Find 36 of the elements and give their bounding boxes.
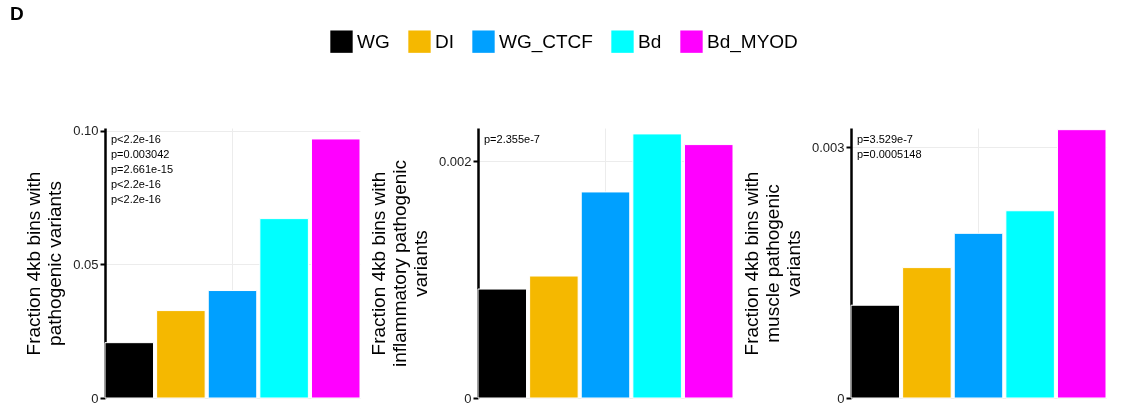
chart-title: D: [10, 3, 24, 24]
annotation: p=2.661e-15: [111, 163, 174, 175]
y-tick-label: 0: [464, 390, 472, 406]
bar: [902, 267, 952, 399]
annotation: p<2.2e-16: [111, 193, 161, 205]
legend-label: Bd_MYOD: [707, 30, 798, 53]
bar: [580, 191, 631, 399]
y-tick-label: 0.05: [73, 256, 99, 272]
legend-label: WG: [357, 30, 390, 52]
bar: [953, 232, 1004, 399]
y-tick-label: 0: [91, 390, 99, 406]
bar: [207, 290, 258, 399]
bar: [156, 310, 206, 399]
bar: [310, 138, 361, 399]
legend-label: DI: [435, 30, 454, 52]
y-tick-label: 0.10: [73, 123, 99, 139]
bar: [259, 218, 309, 399]
legend-label: Bd: [638, 30, 662, 52]
y-tick-label: 0.003: [811, 139, 845, 155]
annotation: p<2.2e-16: [111, 178, 161, 190]
bar: [1056, 129, 1107, 399]
annotation: p=3.529e-7: [857, 133, 913, 145]
y-axis-title: Fraction 4kb bins with inflammatory pathogenic variants: [367, 160, 431, 367]
bar: [1005, 210, 1055, 399]
bar: [632, 133, 682, 399]
annotation: p=2.355e-7: [484, 133, 540, 145]
bar: [683, 144, 734, 399]
y-axis-title: Fraction 4kb bins with pathogenic variants: [23, 171, 66, 356]
bar: [529, 275, 579, 399]
annotation: p=0.0005148: [857, 148, 922, 160]
y-axis-title: Fraction 4kb bins with muscle pathogenic variants: [740, 171, 804, 356]
y-tick-label: 0: [837, 390, 845, 406]
annotation: p=0.003042: [111, 148, 170, 160]
legend-label: WG_CTCF: [499, 30, 593, 53]
annotation: p<2.2e-16: [111, 133, 161, 145]
y-tick-label: 0.002: [438, 153, 472, 169]
